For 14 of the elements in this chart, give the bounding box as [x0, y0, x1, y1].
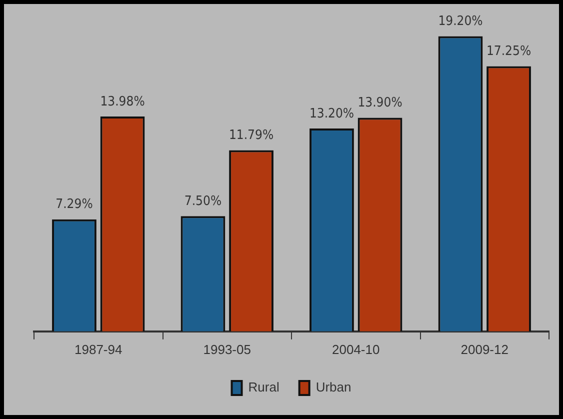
data-label: 11.79%	[228, 128, 274, 144]
data-label: 13.98%	[100, 94, 145, 110]
legend-label: Rural	[248, 380, 280, 395]
data-label: 13.90%	[358, 96, 402, 111]
data-label: 7.29%	[56, 197, 93, 212]
x-tick-label: 1987-94	[74, 342, 122, 357]
legend-label: Urban	[316, 380, 352, 395]
data-label: 17.25%	[486, 44, 532, 60]
data-label: 13.20%	[309, 106, 354, 122]
x-tick-label: 1993-05	[203, 342, 251, 357]
x-tick-label: 2009-12	[460, 342, 508, 357]
data-label: 7.50%	[184, 194, 222, 209]
x-tick-label: 2004-10	[332, 342, 380, 357]
data-label: 19.20%	[438, 14, 483, 30]
